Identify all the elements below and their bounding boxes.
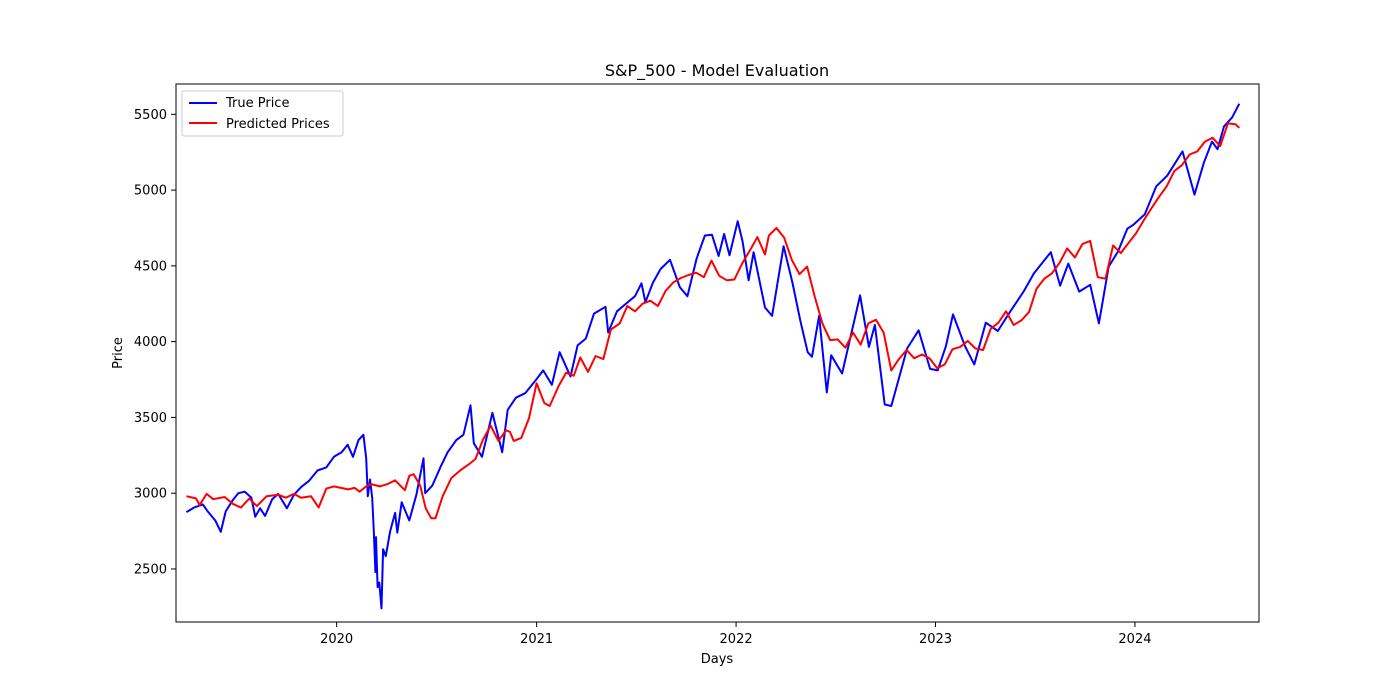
- x-tick-label: 2020: [320, 632, 353, 647]
- x-axis: 2020 2021 2022 2023 2024: [320, 622, 1152, 647]
- x-tick-label: 2022: [720, 632, 753, 647]
- y-tick-label: 2500: [134, 562, 167, 577]
- legend: True Price Predicted Prices: [181, 90, 344, 137]
- legend-label-true-price: True Price: [225, 96, 289, 111]
- y-tick-label: 4000: [134, 335, 167, 350]
- y-axis-title: Price: [111, 337, 126, 369]
- y-axis: 2500 3000 3500 4000 4500 5000 5500: [134, 108, 176, 577]
- x-axis-title: Days: [701, 652, 734, 667]
- y-tick-label: 3000: [134, 487, 167, 502]
- y-tick-label: 5000: [134, 184, 167, 199]
- series-layer: [185, 103, 1241, 610]
- chart-title: S&P_500 - Model Evaluation: [605, 61, 829, 81]
- series-line-true-price: [185, 103, 1241, 610]
- x-tick-label: 2021: [520, 632, 553, 647]
- y-tick-label: 5500: [134, 108, 167, 123]
- legend-box: [181, 90, 344, 137]
- legend-label-predicted-prices: Predicted Prices: [226, 117, 330, 132]
- x-tick-label: 2023: [919, 632, 952, 647]
- plot-area: [175, 83, 1260, 623]
- y-tick-label: 3500: [134, 411, 167, 426]
- y-tick-label: 4500: [134, 259, 167, 274]
- plot-frame: [175, 83, 1260, 623]
- x-tick-label: 2024: [1118, 632, 1151, 647]
- series-line-predicted-prices: [186, 122, 1240, 520]
